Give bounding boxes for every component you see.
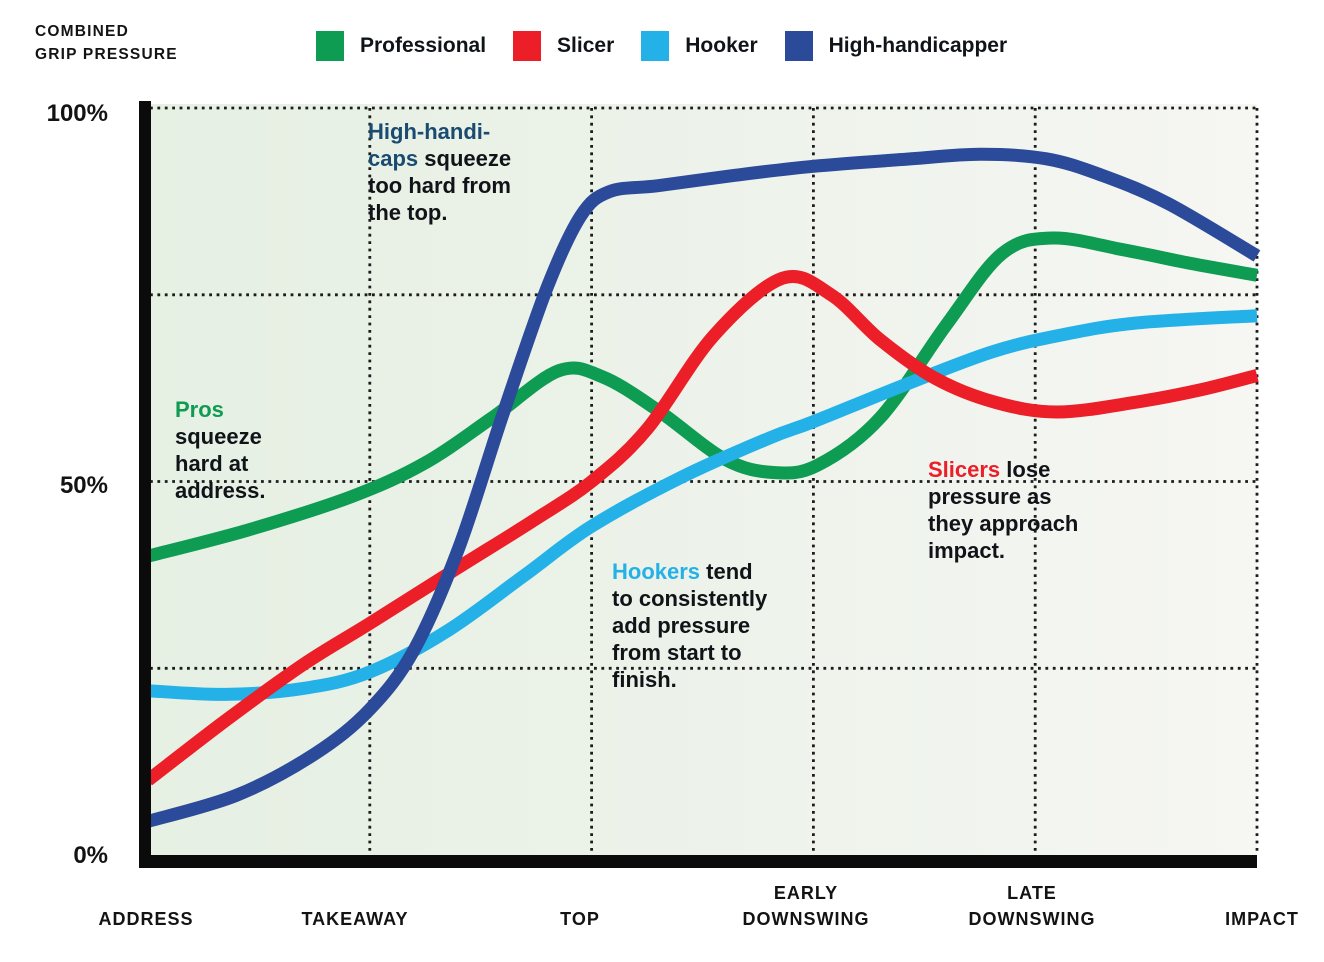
legend-label-slicer: Slicer: [557, 34, 615, 57]
high-handicapper-note: High-handi-caps squeeze too hard from the …: [368, 118, 511, 226]
y-tick-100: 100%: [46, 100, 108, 127]
professional-note-segment: Pros: [175, 397, 224, 422]
legend-label-professional: Professional: [360, 34, 487, 57]
hooker-note: Hookers tend to consistently add pressure f…: [612, 558, 767, 693]
high-handicapper-note-segment: squeeze too hard from the top.: [368, 146, 512, 225]
professional-note-segment: squeeze hard at address.: [175, 424, 266, 503]
curve-high-handicapper: [146, 147, 1261, 828]
legend-item-hooker: Hooker: [641, 31, 758, 61]
curve-professional: [146, 231, 1259, 563]
x-tick-late-downswing: LATE DOWNSWING: [968, 883, 1096, 929]
x-tick-takeaway: TAKEAWAY: [301, 909, 409, 929]
high-handicapper-note-segment: High-handi-caps: [368, 119, 491, 171]
legend-item-slicer: Slicer: [513, 31, 614, 61]
hooker-note-segment: Hookers: [612, 559, 701, 584]
legend-label-hooker: Hooker: [685, 34, 758, 57]
curve-slicer: [144, 270, 1259, 786]
legend-item-professional: Professional: [316, 31, 486, 61]
slicer-note-segment: Slicers: [928, 457, 1001, 482]
y-axis-bar: [139, 101, 151, 867]
plot-background: [150, 104, 1257, 855]
chart-title-line2: GRIP PRESSURE: [35, 46, 178, 63]
y-tick-50: 50%: [59, 472, 108, 499]
curve-hooker: [147, 309, 1258, 701]
x-tick-address: ADDRESS: [98, 909, 194, 929]
slicer-note-segment: lose pressure as they approach impact.: [928, 457, 1079, 563]
high-handicapper-swatch-icon: [784, 31, 813, 61]
y-tick-0: 0%: [73, 842, 108, 869]
legend-label-high-handicapper: High-handicapper: [828, 34, 1008, 57]
professional-swatch-icon: [316, 31, 344, 61]
x-tick-impact: IMPACT: [1225, 909, 1299, 929]
x-tick-early-downswing: EARLY DOWNSWING: [742, 883, 870, 929]
x-axis-bar: [139, 855, 1257, 868]
legend-item-high-handicapper: High-handicapper: [784, 31, 1008, 61]
professional-note: Pros squeeze hard at address.: [175, 396, 266, 504]
x-tick-top: TOP: [560, 909, 600, 929]
chart-title: COMBINED GRIP PRESSURE: [35, 20, 178, 66]
hooker-swatch-icon: [641, 31, 670, 61]
chart-title-line1: COMBINED: [35, 23, 129, 40]
hooker-note-segment: tend to consistently add pressure from star…: [612, 559, 768, 692]
legend: Professional Slicer Hooker High-handicapper: [316, 31, 1007, 61]
slicer-swatch-icon: [513, 31, 542, 61]
slicer-note: Slicers lose pressure as they approach impa…: [928, 456, 1078, 564]
